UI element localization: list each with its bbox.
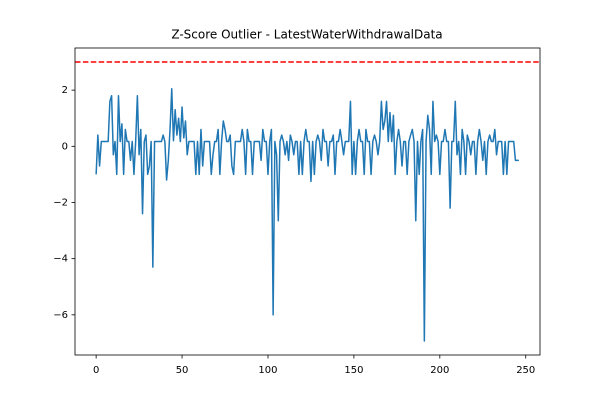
x-tick-label: 250 [516,365,535,376]
x-tick-label: 150 [344,365,363,376]
x-tick-label: 50 [176,365,189,376]
data-line [95,87,519,342]
chart-title: Z-Score Outlier - LatestWaterWithdrawalD… [171,28,442,42]
y-tick-label: 2 [62,85,68,96]
x-tick-label: 0 [93,365,99,376]
y-tick-label: 0 [62,141,68,152]
x-tick-label: 100 [258,365,277,376]
x-tick-label: 200 [430,365,449,376]
y-tick-label: −2 [53,197,68,208]
plot-frame [74,47,541,356]
y-tick-label: −4 [53,254,68,265]
y-tick-label: −6 [53,310,68,321]
